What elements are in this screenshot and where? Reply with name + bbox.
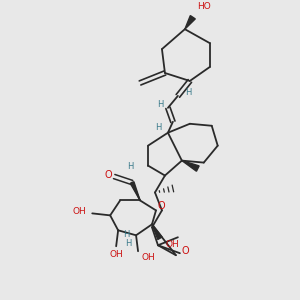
Text: H: H [155,123,161,132]
Text: H: H [127,162,133,171]
Text: OH: OH [109,250,123,259]
Polygon shape [130,182,140,200]
Text: H: H [125,239,131,248]
Text: HO: HO [197,2,211,11]
Polygon shape [182,160,199,171]
Text: O: O [157,201,165,212]
Polygon shape [185,16,195,29]
Text: OH: OH [166,240,180,249]
Text: O: O [181,246,189,256]
Text: H: H [157,100,163,109]
Text: OH: OH [141,253,155,262]
Text: OH: OH [73,207,86,216]
Polygon shape [152,224,162,239]
Text: H: H [184,88,191,98]
Text: O: O [104,169,112,179]
Text: H: H [123,230,129,239]
